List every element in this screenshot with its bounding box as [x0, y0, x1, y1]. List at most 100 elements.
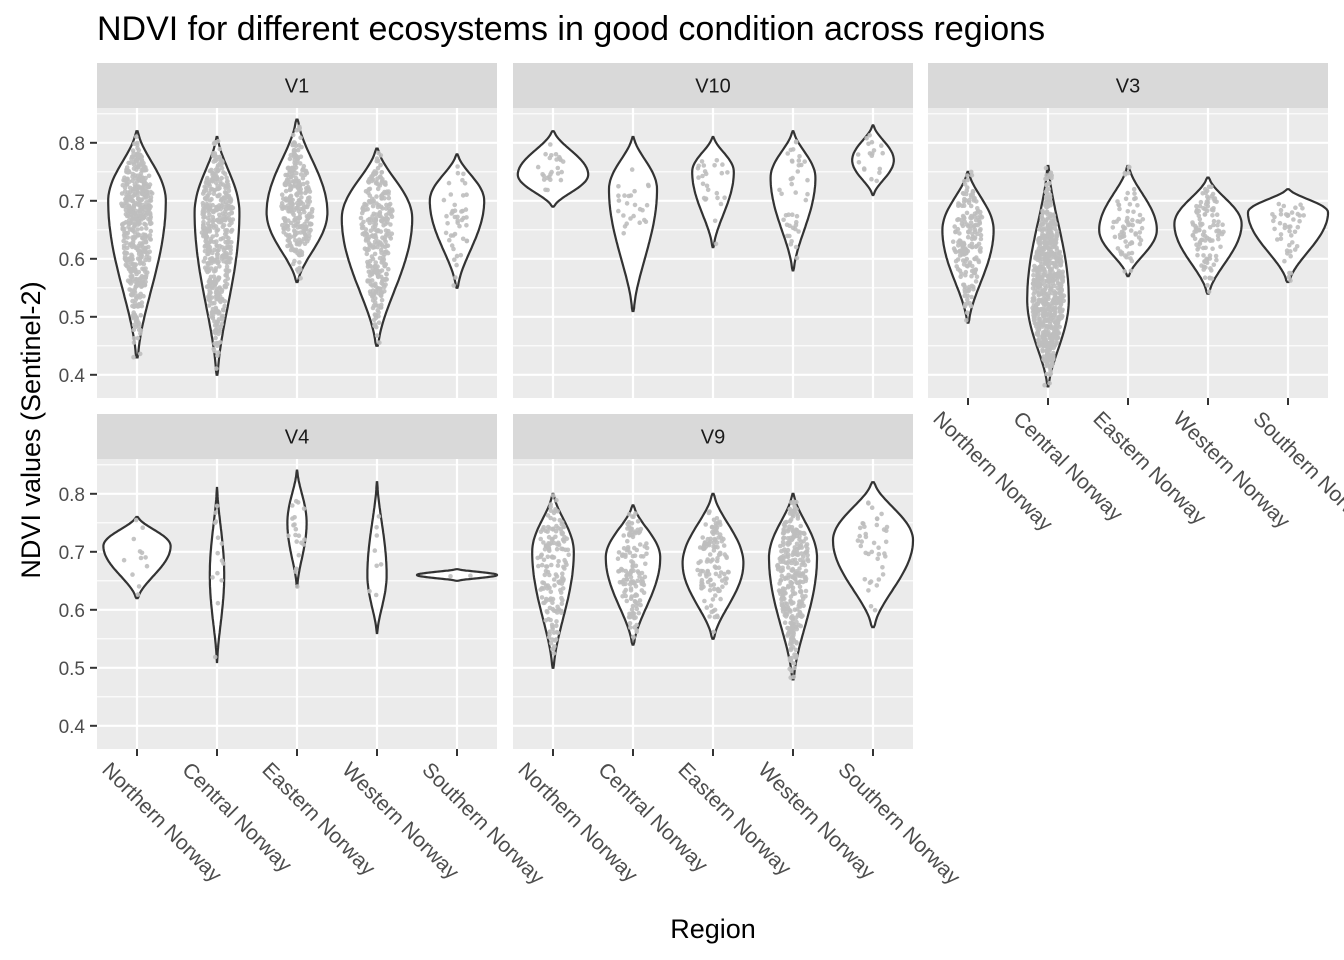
- data-point: [227, 212, 232, 217]
- data-point: [134, 167, 139, 172]
- data-point: [131, 187, 136, 192]
- data-point: [360, 206, 365, 211]
- data-point: [1044, 210, 1049, 215]
- data-point: [1209, 185, 1214, 190]
- data-point: [631, 568, 636, 573]
- data-point: [805, 546, 810, 551]
- data-point: [720, 162, 725, 167]
- data-point: [1123, 171, 1128, 176]
- data-point: [639, 554, 644, 559]
- data-point: [386, 229, 391, 234]
- facet-panel-v9: V9Northern NorwayCentral NorwayEastern N…: [513, 414, 965, 890]
- data-point: [555, 509, 560, 514]
- data-point: [144, 190, 149, 195]
- data-point: [383, 278, 388, 283]
- data-point: [544, 564, 549, 569]
- data-point: [452, 203, 457, 208]
- data-point: [217, 155, 222, 160]
- data-point: [366, 264, 371, 269]
- data-point: [1040, 275, 1045, 280]
- data-point: [218, 237, 223, 242]
- data-point: [624, 221, 629, 226]
- data-point: [137, 258, 142, 263]
- data-point: [963, 273, 968, 278]
- data-point: [1033, 256, 1038, 261]
- data-point: [1272, 227, 1277, 232]
- data-point: [374, 593, 379, 598]
- data-point: [374, 564, 379, 569]
- data-point: [978, 227, 983, 232]
- data-point: [1194, 204, 1199, 209]
- data-point: [141, 294, 146, 299]
- data-point: [642, 218, 647, 223]
- data-point: [143, 168, 148, 173]
- data-point: [628, 625, 633, 630]
- data-point: [717, 565, 722, 570]
- data-point: [866, 500, 871, 505]
- data-point: [1282, 259, 1287, 264]
- data-point: [206, 241, 211, 246]
- data-point: [286, 218, 291, 223]
- data-point: [781, 596, 786, 601]
- data-point: [645, 203, 650, 208]
- data-point: [965, 310, 970, 315]
- data-point: [1270, 212, 1275, 217]
- data-point: [549, 170, 554, 175]
- data-point: [628, 216, 633, 221]
- data-point: [542, 558, 547, 563]
- data-point: [143, 223, 148, 228]
- data-point: [301, 167, 306, 172]
- data-point: [298, 135, 303, 140]
- data-point: [633, 203, 638, 208]
- data-point: [715, 158, 720, 163]
- data-point: [129, 257, 134, 262]
- data-point: [453, 275, 458, 280]
- data-point: [702, 163, 707, 168]
- data-point: [875, 523, 880, 528]
- data-point: [1052, 296, 1057, 301]
- data-point: [370, 179, 375, 184]
- data-point: [804, 198, 809, 203]
- data-point: [367, 187, 372, 192]
- data-point: [134, 134, 139, 139]
- data-point: [292, 158, 297, 163]
- data-point: [966, 230, 971, 235]
- data-point: [136, 222, 141, 227]
- data-point: [138, 352, 143, 357]
- data-point: [869, 604, 874, 609]
- data-point: [281, 230, 286, 235]
- data-point: [1131, 210, 1136, 215]
- data-point: [616, 209, 621, 214]
- data-point: [380, 298, 385, 303]
- data-point: [1045, 331, 1050, 336]
- data-point: [716, 588, 721, 593]
- y-tick-label: 0.6: [59, 250, 85, 271]
- data-point: [202, 211, 207, 216]
- data-point: [778, 544, 783, 549]
- data-point: [143, 233, 148, 238]
- data-point: [365, 247, 370, 252]
- data-point: [451, 247, 456, 252]
- data-point: [1037, 299, 1042, 304]
- data-point: [958, 275, 963, 280]
- data-point: [365, 236, 370, 241]
- data-point: [1047, 272, 1052, 277]
- data-point: [140, 300, 145, 305]
- data-point: [140, 176, 145, 181]
- data-point: [447, 238, 452, 243]
- data-point: [713, 564, 718, 569]
- data-point: [621, 213, 626, 218]
- data-point: [718, 597, 723, 602]
- data-point: [216, 139, 221, 144]
- y-tick-label: 0.8: [59, 134, 85, 155]
- data-point: [794, 245, 799, 250]
- data-point: [374, 303, 379, 308]
- data-point: [133, 279, 138, 284]
- data-point: [634, 623, 639, 628]
- data-point: [634, 604, 639, 609]
- data-point: [1042, 358, 1047, 363]
- data-point: [140, 158, 145, 163]
- data-point: [219, 578, 224, 583]
- data-point: [965, 211, 970, 216]
- data-point: [785, 223, 790, 228]
